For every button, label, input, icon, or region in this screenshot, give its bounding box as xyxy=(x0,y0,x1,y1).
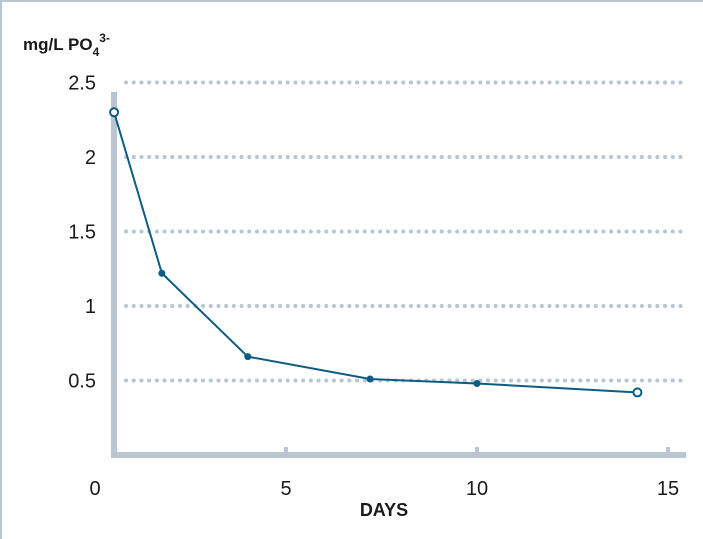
grid-lines xyxy=(124,80,688,383)
data-point xyxy=(158,269,166,277)
data-point xyxy=(244,353,252,361)
frame-top-border xyxy=(0,0,703,2)
data-point xyxy=(473,379,481,387)
x-tick-label: 5 xyxy=(280,478,291,500)
y-tick-label: 1.5 xyxy=(68,222,96,244)
y-axis-label: mg/L PO43- xyxy=(23,31,110,59)
axes xyxy=(111,92,686,458)
y-tick-label: 2.5 xyxy=(68,73,96,95)
y-tick-label: 1 xyxy=(85,296,96,318)
series-line xyxy=(113,112,638,394)
x-tick-label: 15 xyxy=(657,478,679,500)
y-tick-label: 2 xyxy=(85,147,96,169)
y-tick-label: 0.5 xyxy=(68,371,96,393)
data-point xyxy=(632,387,643,398)
x-tick-labels: 0 5 10 15 xyxy=(89,478,679,500)
x-tick-label: 10 xyxy=(466,478,488,500)
frame-left-border xyxy=(0,0,2,539)
x-axis-label: DAYS xyxy=(360,500,408,520)
data-point xyxy=(366,375,374,383)
data-point xyxy=(109,107,120,118)
x-tick-label: 0 xyxy=(89,478,100,500)
data-series xyxy=(109,107,643,398)
y-tick-labels: 0.5 1 1.5 2 2.5 xyxy=(68,73,96,393)
